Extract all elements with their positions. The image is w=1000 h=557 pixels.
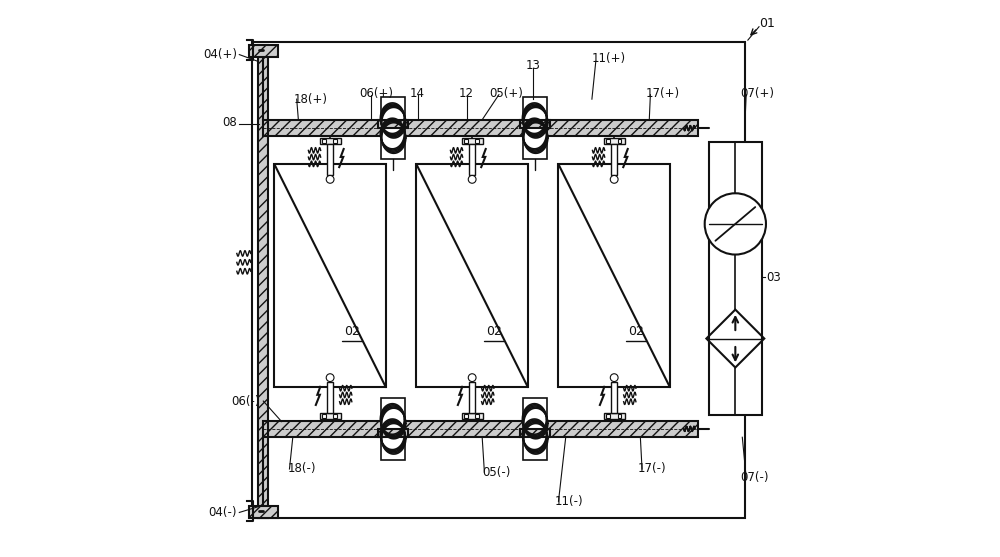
Text: 01: 01 <box>759 17 775 30</box>
Bar <box>606 414 610 418</box>
Bar <box>604 413 625 419</box>
Bar <box>249 45 278 57</box>
Text: 04(+): 04(+) <box>203 48 237 61</box>
Circle shape <box>468 175 476 183</box>
Text: 02: 02 <box>486 325 502 338</box>
Circle shape <box>326 374 334 382</box>
Bar <box>378 429 408 437</box>
Bar <box>475 139 479 143</box>
Bar <box>520 120 550 128</box>
Bar <box>320 138 341 144</box>
Bar <box>333 139 337 143</box>
Bar <box>320 413 341 419</box>
Bar <box>464 414 468 418</box>
Bar <box>606 139 610 143</box>
Bar <box>464 139 468 143</box>
Bar <box>520 429 550 437</box>
Bar <box>523 398 547 460</box>
Bar <box>322 139 326 143</box>
Bar <box>381 97 405 159</box>
Bar <box>263 421 698 437</box>
Bar <box>709 142 762 415</box>
Bar <box>252 42 745 518</box>
Text: 04(-): 04(-) <box>209 506 237 519</box>
Bar <box>462 413 483 419</box>
Text: 14: 14 <box>410 87 425 100</box>
Bar <box>475 414 479 418</box>
Bar <box>378 120 408 128</box>
Bar <box>249 506 278 518</box>
Bar <box>381 398 405 460</box>
Bar <box>378 120 408 128</box>
Circle shape <box>468 374 476 382</box>
Bar <box>523 97 547 159</box>
Text: 08: 08 <box>222 116 237 129</box>
Text: 17(-): 17(-) <box>638 462 667 476</box>
Bar <box>520 120 550 128</box>
Text: 12: 12 <box>459 87 474 100</box>
Bar <box>611 382 617 413</box>
Bar <box>327 144 333 175</box>
Bar <box>274 164 386 387</box>
Bar <box>618 139 621 143</box>
Text: 17(+): 17(+) <box>646 87 680 100</box>
Circle shape <box>610 175 618 183</box>
Text: 07(+): 07(+) <box>741 87 775 100</box>
Text: 05(-): 05(-) <box>482 466 511 479</box>
Bar <box>249 45 278 57</box>
Text: 05(+): 05(+) <box>489 87 523 100</box>
Bar <box>378 429 408 437</box>
Text: 11(-): 11(-) <box>555 495 583 508</box>
Text: 11(+): 11(+) <box>592 52 626 65</box>
Bar <box>258 45 268 518</box>
Text: 06(-): 06(-) <box>231 394 259 408</box>
Bar <box>263 120 698 136</box>
Circle shape <box>705 193 766 255</box>
Text: 13: 13 <box>526 59 541 72</box>
Bar <box>469 382 475 413</box>
Bar <box>618 414 621 418</box>
Text: 03: 03 <box>766 271 781 284</box>
Text: 02: 02 <box>344 325 360 338</box>
Bar <box>322 414 326 418</box>
Bar <box>249 506 278 518</box>
Bar <box>469 144 475 175</box>
Bar <box>263 120 698 136</box>
Circle shape <box>610 374 618 382</box>
Text: 02: 02 <box>629 325 644 338</box>
Bar <box>327 382 333 413</box>
Bar <box>263 421 698 437</box>
Circle shape <box>326 175 334 183</box>
Bar <box>416 164 528 387</box>
Bar <box>558 164 670 387</box>
Bar <box>462 138 483 144</box>
Text: 18(-): 18(-) <box>287 462 316 476</box>
Bar <box>611 144 617 175</box>
Bar <box>520 429 550 437</box>
Bar <box>258 45 268 518</box>
Bar <box>333 414 337 418</box>
Text: 06(+): 06(+) <box>360 87 394 100</box>
Text: 18(+): 18(+) <box>294 92 328 106</box>
Bar <box>604 138 625 144</box>
Text: 07(-): 07(-) <box>741 471 769 485</box>
